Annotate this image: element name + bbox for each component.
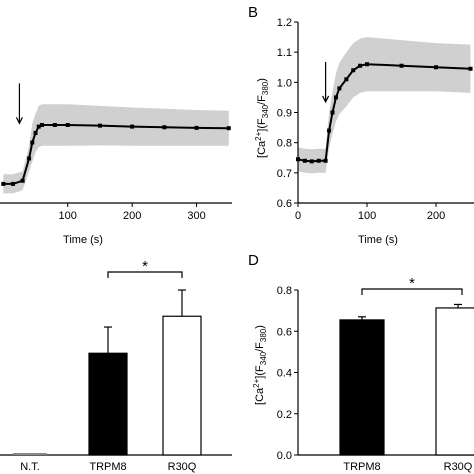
- panel-b-y-tick-label: 0.7: [277, 168, 292, 180]
- panel-b-series-line: [297, 63, 471, 163]
- panel-d-significance-star: *: [409, 275, 415, 292]
- panel-a-point: [97, 123, 102, 128]
- panel-b-x-label: Time (s): [358, 234, 398, 246]
- panel-a-x-label: Time (s): [63, 234, 103, 246]
- panel-b-point: [333, 95, 338, 100]
- panel-b-point: [337, 86, 342, 91]
- panel-d-y-tick-label: 0.0: [277, 450, 292, 462]
- panel-a-x-tick-label: 200: [123, 210, 141, 222]
- panel-a-point: [162, 125, 167, 130]
- panel-b-y-tick-label: 0.6: [277, 198, 292, 210]
- panel-a-point: [20, 178, 25, 183]
- panel-b-point: [323, 158, 328, 163]
- panel-b-y-tick-label: 1.2: [277, 17, 292, 29]
- panel-a-point: [65, 123, 70, 128]
- panel-b-y-tick-label: 1.0: [277, 77, 292, 89]
- panel-c-category-label: N.T.: [20, 461, 40, 473]
- panel-b-x-tick-label: 0: [295, 210, 301, 222]
- panel-a-x-tick-label: 100: [59, 210, 77, 222]
- panel-a-point: [33, 130, 38, 135]
- panel-a-arrow-head: [15, 117, 23, 125]
- panel-b-point: [344, 77, 349, 82]
- panel-d-category-label: R30Q: [444, 461, 473, 473]
- panel-d-y-tick-label: 0.6: [277, 326, 292, 338]
- panel-d-y-tick-label: 0.4: [277, 368, 292, 380]
- panel-a-point: [130, 124, 135, 129]
- panel-b-letter: B: [248, 4, 258, 21]
- panel-c-significance-bracket: [107, 271, 183, 278]
- panel-d-bar-trpm8: [339, 319, 385, 456]
- panel-b-y-tick-label: 0.8: [277, 138, 292, 150]
- panel-d-category-label: TRPM8: [343, 461, 380, 473]
- panel-c-bar-r30q: [162, 315, 202, 456]
- panel-a-point: [52, 123, 57, 128]
- panel-b-point: [365, 62, 370, 67]
- panel-d-letter: D: [248, 252, 259, 269]
- panel-d-y-label: [Ca2+](F340/F380): [252, 325, 268, 405]
- panel-b-point: [302, 158, 307, 163]
- panel-b-point: [434, 65, 439, 70]
- panel-d: 0.0 0.2 0.4 0.6 0.8 TRPM8 R30Q *: [277, 275, 474, 473]
- panel-b-y-tick-label: 0.9: [277, 108, 292, 120]
- panel-a: 100 200 300: [0, 83, 232, 222]
- panel-b-y-tick-label: 1.1: [277, 47, 292, 59]
- panel-b-point: [316, 158, 321, 163]
- panel-d-y-tick-label: 0.8: [277, 285, 292, 297]
- panel-a-x-tick-label: 300: [187, 210, 205, 222]
- panel-d-y-tick-label: 0.2: [277, 409, 292, 421]
- panel-a-point: [194, 125, 199, 130]
- panel-c-category-label: R30Q: [168, 461, 197, 473]
- panel-b-point: [358, 63, 363, 68]
- panel-c: N.T. TRPM8 R30Q *: [0, 258, 232, 473]
- panel-b-arrow-head: [322, 95, 330, 104]
- panel-c-bar-trpm8: [88, 352, 128, 456]
- panel-c-category-label: TRPM8: [89, 461, 126, 473]
- panel-a-point: [226, 126, 231, 131]
- panel-b-point: [399, 63, 404, 68]
- panel-b-y-label: [Ca2+](F340/F380): [254, 78, 270, 158]
- panel-b-point: [327, 128, 332, 133]
- panel-d-bar-r30q: [435, 307, 474, 456]
- panel-b-point: [468, 66, 473, 71]
- panel-a-point: [27, 156, 32, 161]
- panel-b-x-tick-label: 200: [427, 210, 445, 222]
- panel-a-point: [10, 181, 15, 186]
- panel-c-bar-n-t-: [13, 453, 47, 455]
- panel-a-point: [39, 123, 44, 128]
- panel-b-x-tick-label: 100: [358, 210, 376, 222]
- panel-a-point: [30, 140, 35, 145]
- panel-a-point: [1, 181, 6, 186]
- panel-c-significance-star: *: [142, 258, 148, 275]
- panel-b-point: [330, 110, 335, 115]
- panel-a-error-band: [3, 104, 229, 194]
- panel-d-significance-bracket: [361, 288, 463, 295]
- panel-b-point: [309, 159, 314, 164]
- panel-b-error-band: [298, 37, 471, 174]
- panel-b-point: [351, 68, 356, 73]
- panel-b: 0.6 0.7 0.8 0.9 1.0 1.1 1.2 0 100 200: [277, 17, 474, 222]
- panel-a-point: [36, 124, 41, 129]
